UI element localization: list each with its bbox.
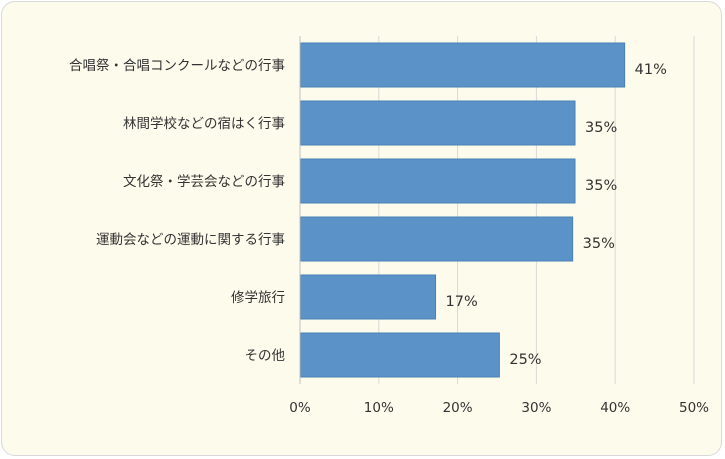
x-tick-label: 0% — [289, 400, 311, 416]
bar — [300, 274, 437, 320]
data-label: 35% — [583, 236, 615, 252]
bar — [300, 216, 574, 262]
category-label: 文化祭・学芸会などの行事 — [123, 174, 285, 190]
category-label: 運動会などの運動に関する行事 — [96, 232, 285, 248]
bar — [300, 332, 500, 378]
data-label: 25% — [509, 352, 541, 368]
category-label: 合唱祭・合唱コンクールなどの行事 — [69, 58, 285, 74]
category-labels: 合唱祭・合唱コンクールなどの行事林間学校などの宿はく行事文化祭・学芸会などの行事… — [69, 58, 285, 364]
x-tick-label: 30% — [521, 400, 551, 416]
data-label: 41% — [635, 62, 667, 78]
gridlines — [378, 36, 695, 384]
x-tick-labels: 0% 10% 20% 30% 40% 50% — [289, 400, 709, 416]
bar — [300, 42, 626, 88]
data-label: 17% — [446, 294, 478, 310]
x-tick-label: 50% — [679, 400, 709, 416]
bars — [300, 42, 626, 378]
x-tick-label: 40% — [600, 400, 630, 416]
category-label: その他 — [245, 348, 286, 364]
data-label: 35% — [585, 178, 617, 194]
data-labels: 41% 35% 35% 35% 17% 25% — [446, 62, 667, 368]
x-tick-label: 10% — [364, 400, 394, 416]
category-label: 林間学校などの宿はく行事 — [123, 115, 285, 132]
category-label: 修学旅行 — [231, 290, 285, 306]
bar — [300, 158, 576, 204]
bar — [300, 100, 576, 146]
x-tick-label: 20% — [443, 400, 473, 416]
data-label: 35% — [585, 120, 617, 136]
